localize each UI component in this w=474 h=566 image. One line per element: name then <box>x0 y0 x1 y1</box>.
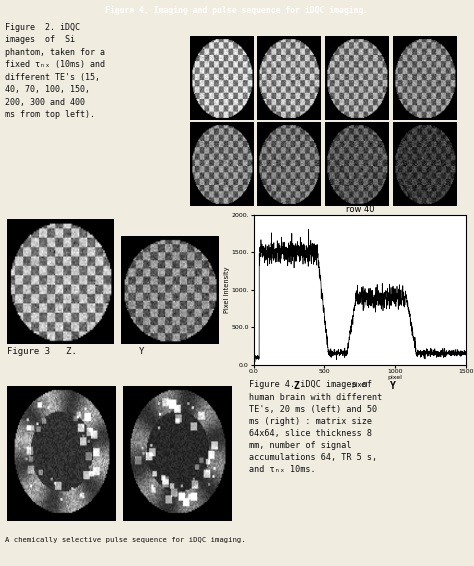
X-axis label: pixel: pixel <box>352 381 368 388</box>
Text: Z: Z <box>294 380 300 391</box>
Text: Y: Y <box>138 347 144 356</box>
Text: Figure 3   Z.: Figure 3 Z. <box>7 347 77 356</box>
Y-axis label: Pixel Intensity: Pixel Intensity <box>224 266 230 313</box>
Title: row 40: row 40 <box>346 205 374 214</box>
Text: Figure 4. Imaging and pulse sequence for iDQC imaging.: Figure 4. Imaging and pulse sequence for… <box>105 6 369 15</box>
Text: Y: Y <box>390 380 395 391</box>
Text: Figure  2. iDQC
images  of  Si
phantom, taken for a
fixed τₙₓ (10ms) and
differe: Figure 2. iDQC images of Si phantom, tak… <box>5 23 105 119</box>
Text: A chemically selective pulse sequence for iDQC imaging.: A chemically selective pulse sequence fo… <box>5 537 246 543</box>
Text: Figure 4. iDQC images of
human brain with different
TE's, 20 ms (left) and 50
ms: Figure 4. iDQC images of human brain wit… <box>249 380 382 474</box>
